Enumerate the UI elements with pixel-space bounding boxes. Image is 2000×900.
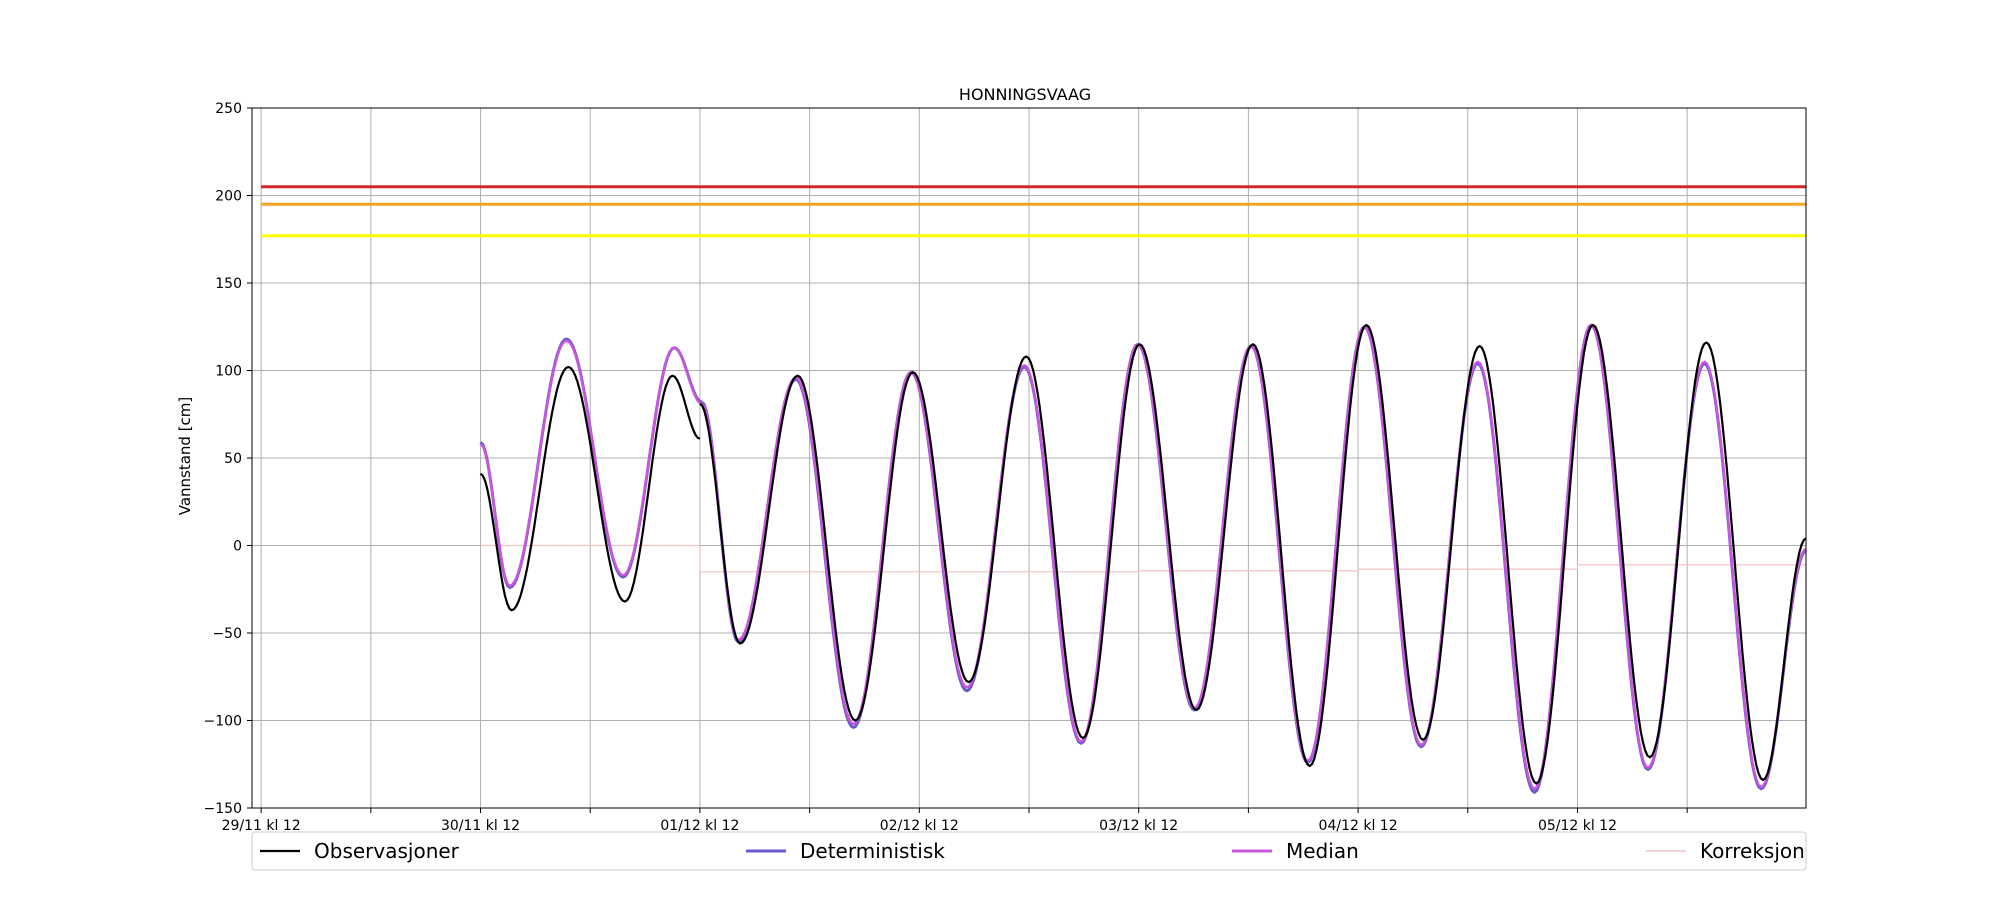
y-tick-label: 200: [215, 189, 242, 205]
x-tick-label: 05/12 kl 12: [1538, 818, 1617, 834]
x-tick-label: 02/12 kl 12: [880, 818, 959, 834]
x-tick-label: 29/11 kl 12: [222, 818, 301, 834]
x-tick-label: 30/11 kl 12: [441, 818, 520, 834]
series-line-deterministisk: [479, 337, 703, 589]
x-tick-label: 04/12 kl 12: [1319, 818, 1398, 834]
series-line-observasjoner: [699, 323, 1807, 785]
y-tick-label: 250: [215, 101, 242, 117]
y-tick-label: 0: [233, 539, 242, 555]
series-line-korreksjon: [480, 544, 1806, 573]
y-tick-label: 100: [215, 364, 242, 380]
series-line-median: [700, 323, 1807, 790]
y-ticks: −150 −100 −50 0 50 100 150 200 250: [204, 101, 252, 817]
series-lines: [479, 323, 1807, 794]
legend-label-observasjoner: Observasjoner: [314, 839, 460, 863]
y-tick-label: −150: [204, 801, 242, 817]
chart-title: HONNINGSVAAG: [959, 85, 1091, 104]
series-line-median: [479, 339, 703, 587]
y-axis-label: Vannstand [cm]: [176, 397, 194, 516]
x-tick-label: 03/12 kl 12: [1099, 818, 1178, 834]
x-tick-label: 01/12 kl 12: [660, 818, 739, 834]
y-tick-label: −100: [204, 714, 242, 730]
legend: Observasjoner Deterministisk Median Korr…: [251, 831, 1807, 871]
series-line-observasjoner: [479, 365, 701, 612]
y-tick-label: 150: [215, 276, 242, 292]
x-ticks: 29/11 kl 12 30/11 kl 12 01/12 kl 12 02/12 k…: [222, 808, 1688, 834]
legend-frame: [251, 831, 1807, 871]
legend-label-deterministisk: Deterministisk: [800, 839, 945, 863]
legend-label-median: Median: [1286, 839, 1359, 863]
legend-label-korreksjon: Korreksjon: [1700, 839, 1805, 863]
y-tick-label: 50: [224, 451, 242, 467]
y-tick-label: −50: [212, 626, 242, 642]
threshold-lines: [261, 185, 1806, 238]
